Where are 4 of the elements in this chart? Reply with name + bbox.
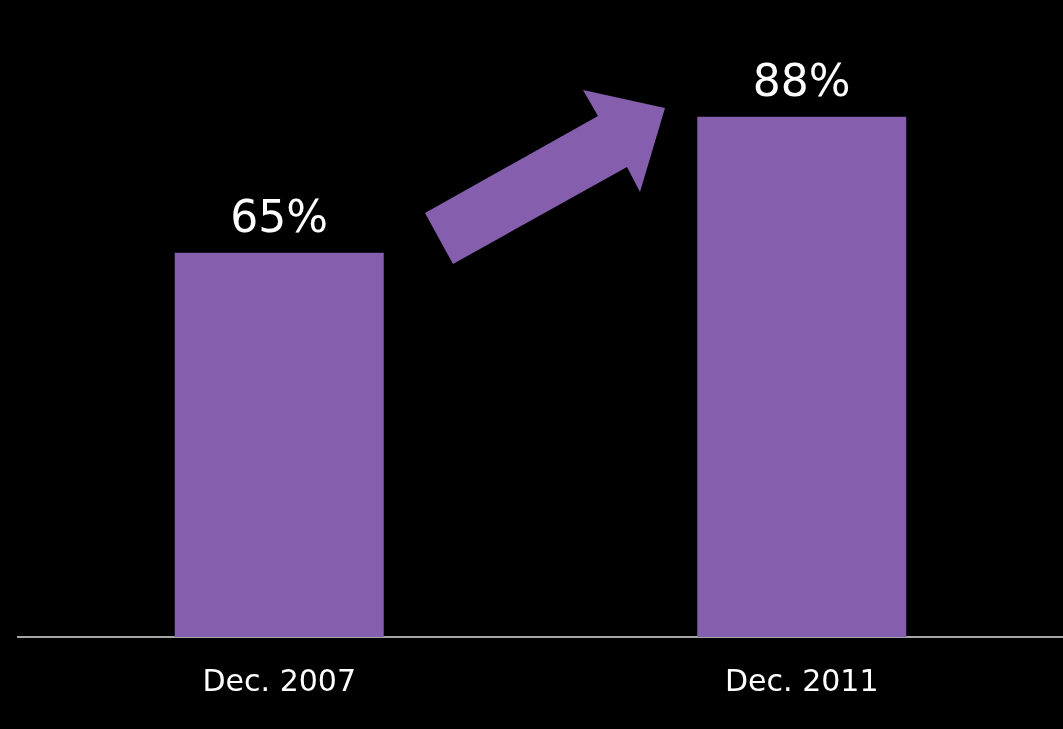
data-label: 65% [230, 191, 329, 243]
x-tick-label: Dec. 2007 [202, 662, 356, 698]
data-label: 88% [752, 55, 851, 107]
x-tick-label: Dec. 2011 [725, 662, 879, 698]
